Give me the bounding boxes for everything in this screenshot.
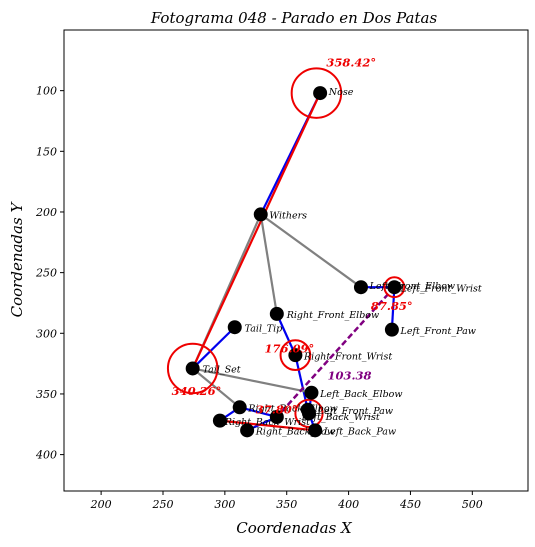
point-label-7: Tail_Tip [245,323,283,334]
keypoint-1 [253,207,268,222]
angle-label-3: 176.09° [264,342,314,356]
keypoint-0 [313,86,328,101]
keypoint-10 [304,385,319,400]
keypoint-14 [269,409,284,424]
keypoint-9 [185,361,200,376]
x-tick-label-4: 400 [337,498,359,511]
keypoint-13 [232,400,247,415]
point-label-12: Left_Back_Wrist [301,412,380,423]
segment-9 [192,367,312,394]
point-label-1: Withers [269,211,307,222]
point-label-15: Left_Back_Paw [323,427,396,438]
y-tick-label-1: 150 [36,145,57,158]
point-label-5: Right_Front_Elbow [286,310,379,321]
angle-label-0: 358.42° [326,55,376,69]
angle-circle-0 [290,67,343,119]
keypoint-8 [227,320,242,335]
x-tick-label-1: 250 [151,498,173,511]
point-label-0: Nose [328,87,354,98]
segment-17 [219,419,316,432]
point-label-2: Left_Front_Elbow [369,281,455,292]
angle-circle-1 [166,342,219,395]
y-tick-label-4: 300 [36,327,57,340]
angle-label-5: 103.38 [328,368,372,382]
keypoint-15 [240,423,255,438]
angle-circle-4 [294,398,324,428]
point-label-9: Left_Back_Elbow [319,389,402,400]
segment-8 [191,326,236,370]
angle-circle-3 [279,339,312,371]
segment-3 [390,287,396,330]
point-label-10: Right_Back_Elbow [247,404,337,415]
y-tick-label-2: 200 [35,206,57,219]
keypoint-3 [387,280,402,295]
plot-frame [63,29,529,492]
x-tick-label-6: 500 [462,498,483,511]
point-label-14: Right_Back_Paw [255,427,335,438]
angle-label-4: 37.80° [256,402,298,416]
x-tick-label-3: 350 [276,498,297,511]
dashed-segment-0 [275,286,396,418]
x-tick-label-0: 200 [90,498,112,511]
keypoint-6 [288,348,303,363]
segment-1 [260,213,362,289]
x-axis-label: Coordenadas X [236,519,353,537]
y-tick-label-3: 250 [35,267,57,280]
angle-circle-2 [383,276,406,299]
segment-10 [191,367,241,409]
y-axis-label: Coordenadas Y [8,201,26,318]
y-tick-label-0: 100 [36,85,57,98]
point-label-4: Left_Front_Paw [400,326,476,337]
y-tick-label-6: 400 [35,449,57,462]
plot-area: Nose Withers Left_Front_ElbowLeft_Front_Wr… [166,55,482,438]
angle-label-2: 87.85° [371,299,413,313]
keypoint-2 [353,280,368,295]
keypoint-5 [269,306,284,321]
segment-5 [275,313,297,356]
axis-ticks: 200 250 300 350 400 450 500 100 150 200 250 300 350 4… [35,85,483,511]
keypoint-4 [384,322,399,337]
point-label-13: Right_Back_Wrist [224,417,310,428]
keypoint-16 [212,413,227,428]
keypoint-12 [308,423,323,438]
point-label-6: Right_Front_Wrist [303,351,392,362]
keypoint-11 [301,406,316,421]
angle-label-1: 340.26° [172,384,222,398]
point-label-8: Tail_Set [203,365,241,376]
segment-16 [191,92,322,369]
x-tick-label-2: 300 [214,498,235,511]
point-label-3: Left_Front_Wrist [400,283,482,294]
chart-title: Fotograma 048 - Parado en Dos Patas [150,9,438,27]
point-label-11: Left_Front_Paw [317,406,393,417]
x-tick-label-5: 450 [399,498,421,511]
segment-4 [259,214,278,315]
y-tick-label-5: 350 [36,388,57,401]
